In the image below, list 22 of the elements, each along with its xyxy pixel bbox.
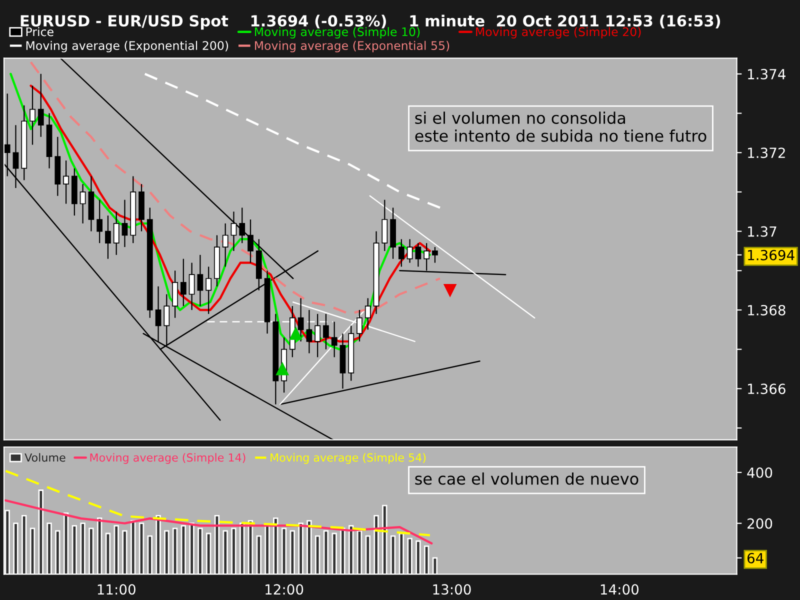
x-tick-label: 12:00 — [266, 584, 304, 595]
y-tick-label: 1.3694 — [748, 250, 794, 260]
legend-label: Moving average (Exponential 200) — [26, 40, 228, 52]
annotation: si el volumen no consolida este intento de subida no tiene futro — [415, 112, 706, 142]
legend-label: Moving average (Exponential 55) — [255, 40, 450, 52]
y-tick-label: 1.372 — [748, 148, 785, 158]
legend-label: Moving average (Simple 10) — [255, 27, 420, 39]
y-tick-label: 64 — [747, 552, 764, 564]
y-tick-label: 1.366 — [748, 384, 786, 394]
x-tick-label: 13:00 — [433, 584, 471, 595]
legend-label: Volume — [24, 453, 66, 462]
y-tick-label: 1.374 — [748, 68, 786, 80]
y-tick-label: 1.37 — [748, 226, 776, 237]
x-tick-label: 14:00 — [600, 584, 639, 595]
annotation: se cae el volumen de nuevo — [415, 472, 638, 485]
legend-label: Moving average (Simple 14) — [90, 453, 246, 464]
legend-label: Moving average (Simple 20) — [476, 27, 641, 39]
legend-label: Moving average (Simple 54) — [270, 453, 426, 464]
y-tick-label: 1.368 — [748, 304, 786, 316]
y-tick-label: 200 — [748, 518, 772, 529]
y-tick-label: 400 — [747, 467, 772, 478]
x-tick-label: 11:00 — [98, 584, 136, 595]
